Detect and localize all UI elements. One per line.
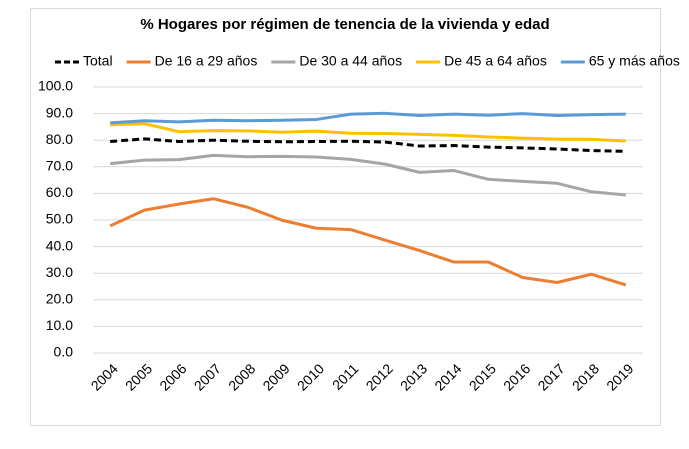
chart-title: % Hogares por régimen de tenencia de la … bbox=[140, 16, 549, 33]
y-tick-label: 0.0 bbox=[54, 344, 74, 360]
y-tick-label: 30.0 bbox=[46, 264, 73, 280]
y-tick-label: 90.0 bbox=[46, 104, 73, 120]
y-tick-label: 100.0 bbox=[38, 78, 73, 94]
y-tick-label: 40.0 bbox=[46, 237, 73, 253]
y-tick-label: 80.0 bbox=[46, 131, 73, 147]
line-series bbox=[109, 197, 627, 287]
legend-label: De 45 a 64 años bbox=[444, 53, 547, 69]
line-series bbox=[110, 122, 626, 143]
y-tick-label: 70.0 bbox=[46, 158, 73, 174]
line-series bbox=[110, 137, 626, 153]
line-series bbox=[110, 111, 626, 125]
legend-label: De 16 a 29 años bbox=[155, 53, 258, 69]
legend-label: 65 y más años bbox=[589, 53, 680, 69]
legend-label: Total bbox=[83, 53, 113, 69]
y-tick-label: 10.0 bbox=[46, 317, 73, 333]
legend-label: De 30 a 44 años bbox=[299, 53, 402, 69]
y-tick-label: 60.0 bbox=[46, 184, 73, 200]
y-tick-label: 20.0 bbox=[46, 291, 73, 307]
y-tick-label: 50.0 bbox=[46, 211, 73, 227]
chart-border bbox=[30, 8, 661, 426]
line-series bbox=[110, 153, 626, 197]
